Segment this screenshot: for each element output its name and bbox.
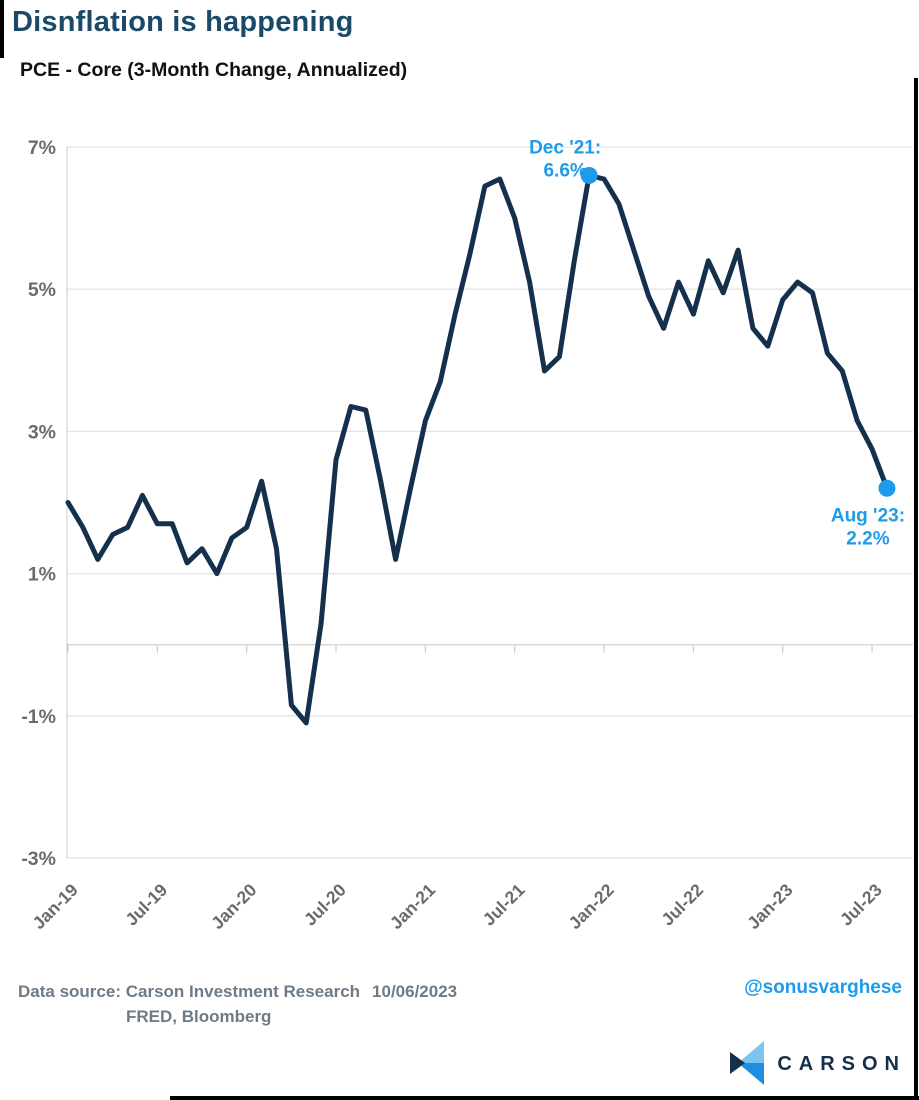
chart-svg: 7% 5% 3% 1% -1% -3% Jan-19 Jul-19 Jan-20 Jul-20 Ja… bbox=[21, 137, 913, 934]
x-tick-label: Jul-22 bbox=[657, 879, 707, 929]
pce-core-line-chart: 7% 5% 3% 1% -1% -3% Jan-19 Jul-19 Jan-20 Jul-20 Ja… bbox=[21, 137, 913, 934]
x-tick-label: Jan-20 bbox=[207, 880, 261, 934]
chart-subtitle: PCE - Core (3-Month Change, Annualized) bbox=[20, 59, 408, 81]
twitter-handle: @sonusvarghese bbox=[744, 977, 902, 998]
y-tick-label: 5% bbox=[28, 279, 56, 301]
y-tick-label: 1% bbox=[28, 564, 56, 586]
x-tick-label: Jul-19 bbox=[121, 879, 171, 929]
frame-border-right bbox=[914, 78, 918, 1100]
y-tick-label: -1% bbox=[21, 706, 56, 728]
data-source-line: Data source: Carson Investment Research 1… bbox=[18, 982, 457, 1002]
frame-border-left bbox=[0, 0, 4, 58]
carson-logo-text: CARSON bbox=[777, 1052, 906, 1075]
annotation-label: 2.2% bbox=[846, 528, 889, 549]
annotation-dot bbox=[878, 479, 896, 497]
data-source-name: Carson Investment Research bbox=[125, 982, 361, 1001]
x-tick-label: Jan-21 bbox=[386, 880, 440, 934]
x-tick-label: Jul-23 bbox=[836, 879, 886, 929]
carson-logo-icon bbox=[730, 1041, 765, 1085]
carson-logo: CARSON bbox=[730, 1040, 906, 1086]
annotation-label: Aug '23: bbox=[831, 505, 905, 526]
x-tick-label: Jan-22 bbox=[565, 880, 619, 934]
frame-border-bottom bbox=[170, 1096, 919, 1100]
x-tick-label: Jan-23 bbox=[743, 880, 797, 934]
y-tick-label: -3% bbox=[21, 848, 56, 870]
y-tick-label: 7% bbox=[28, 137, 56, 159]
annotation-dot bbox=[580, 166, 598, 184]
x-tick-label: Jul-20 bbox=[300, 879, 350, 929]
chart-line bbox=[65, 172, 890, 726]
y-tick-label: 3% bbox=[28, 421, 56, 443]
x-tick-label: Jul-21 bbox=[479, 879, 529, 929]
chart-date: 10/06/2023 bbox=[372, 982, 458, 1001]
x-tick-label: Jan-19 bbox=[28, 880, 82, 934]
annotation-label: 6.6% bbox=[543, 160, 586, 181]
annotation-label: Dec '21: bbox=[529, 137, 601, 158]
data-source-prefix: Data source: bbox=[18, 982, 121, 1001]
page-title: Disnflation is happening bbox=[12, 6, 354, 38]
data-source-line2: FRED, Bloomberg bbox=[126, 1007, 272, 1026]
